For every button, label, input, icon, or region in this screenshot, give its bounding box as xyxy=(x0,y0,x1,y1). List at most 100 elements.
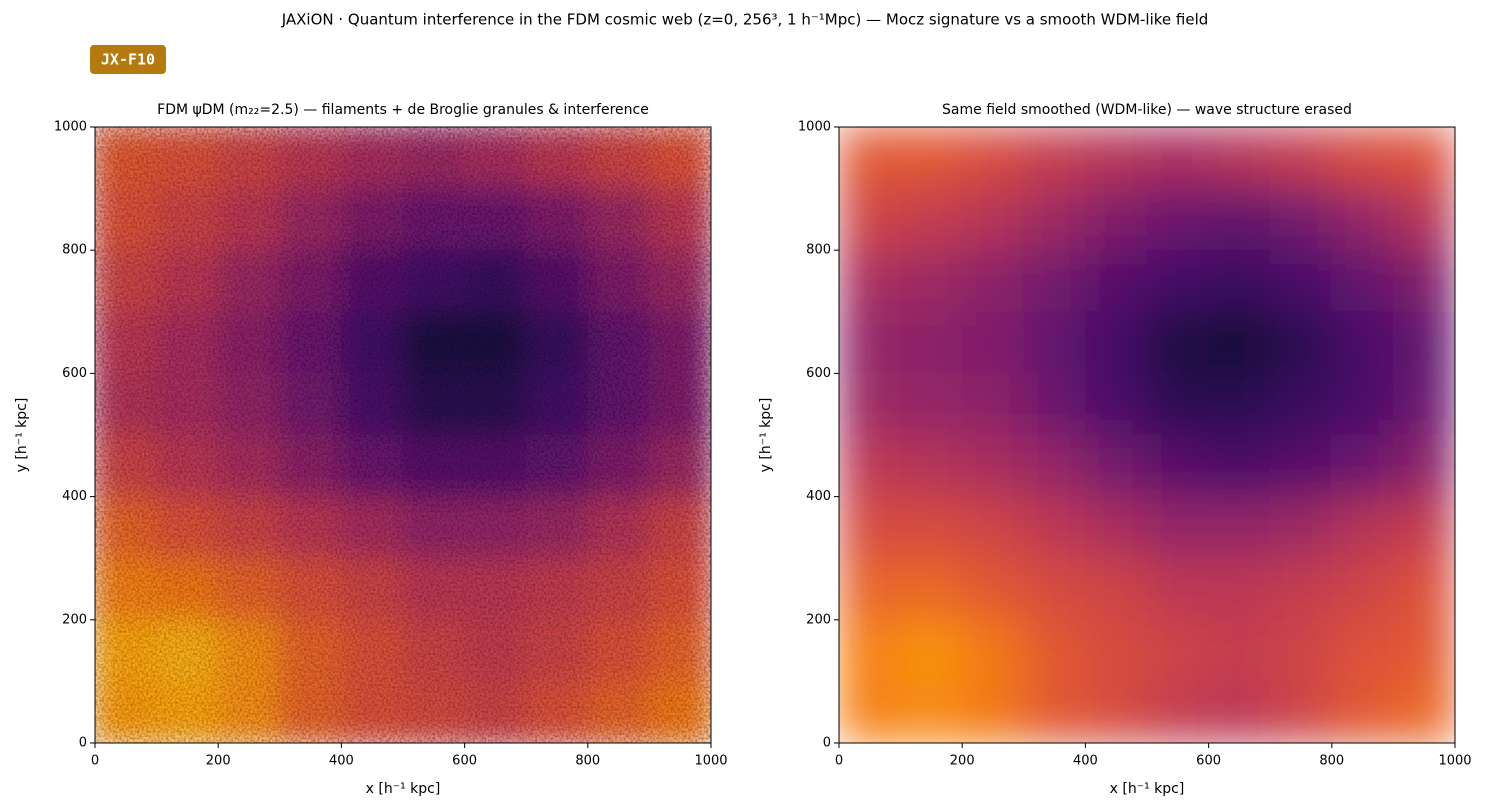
cell xyxy=(156,188,219,251)
cell xyxy=(1084,372,1148,436)
cell xyxy=(1331,680,1394,743)
cell xyxy=(402,249,466,313)
cell xyxy=(648,434,711,498)
cell xyxy=(900,249,963,313)
cell xyxy=(1084,188,1148,251)
cell xyxy=(525,557,589,621)
cell xyxy=(587,680,650,743)
cell xyxy=(402,311,466,374)
cell xyxy=(1146,680,1210,743)
cell xyxy=(1084,619,1148,682)
cell xyxy=(900,434,963,498)
cell xyxy=(95,434,158,498)
cell xyxy=(464,434,527,498)
y-tick-label: 0 xyxy=(79,736,87,751)
cell xyxy=(525,680,589,743)
cell xyxy=(900,127,963,190)
axes-frame xyxy=(94,126,712,744)
cell xyxy=(1023,557,1086,621)
cell xyxy=(1146,372,1210,436)
cell xyxy=(1208,372,1271,436)
cell xyxy=(279,496,342,559)
badge-bg xyxy=(90,45,166,74)
cell xyxy=(839,372,902,436)
y-tick-label: 1000 xyxy=(54,120,87,135)
cell xyxy=(1208,496,1271,559)
panel-title: FDM ψDM (m₂₂=2.5) — filaments + de Brogl… xyxy=(157,102,649,118)
cell xyxy=(1331,619,1394,682)
cell xyxy=(1392,619,1455,682)
cell xyxy=(156,434,219,498)
cell xyxy=(217,249,281,313)
cell xyxy=(1208,249,1271,313)
x-tick-label: 600 xyxy=(1196,754,1221,769)
cell xyxy=(464,680,527,743)
cell xyxy=(1023,496,1086,559)
cell xyxy=(340,434,404,498)
cell xyxy=(839,619,902,682)
cell xyxy=(587,249,650,313)
x-tick-label: 600 xyxy=(452,754,477,769)
cell xyxy=(402,372,466,436)
cell xyxy=(1146,496,1210,559)
cell xyxy=(1331,434,1394,498)
cell xyxy=(961,188,1025,251)
cell xyxy=(1084,311,1148,374)
cell xyxy=(1331,249,1394,313)
y-tick-label: 600 xyxy=(806,366,831,381)
cell xyxy=(648,372,711,436)
cell xyxy=(279,372,342,436)
cell xyxy=(587,619,650,682)
cell xyxy=(1392,188,1455,251)
cell xyxy=(95,311,158,374)
cell xyxy=(1331,557,1394,621)
cell xyxy=(156,311,219,374)
cell xyxy=(1146,311,1210,374)
x-axis-label: x [h⁻¹ kpc] xyxy=(366,781,441,797)
cell xyxy=(1269,496,1333,559)
cell xyxy=(961,680,1025,743)
cell xyxy=(340,680,404,743)
cell xyxy=(1392,372,1455,436)
cell xyxy=(217,311,281,374)
cell xyxy=(525,127,589,190)
x-tick-label: 1000 xyxy=(1438,754,1471,769)
cell xyxy=(464,311,527,374)
cell xyxy=(587,496,650,559)
cell xyxy=(961,311,1025,374)
cell xyxy=(525,188,589,251)
cell xyxy=(1208,311,1271,374)
cell xyxy=(1331,372,1394,436)
cell xyxy=(1208,188,1271,251)
cell xyxy=(1146,619,1210,682)
cell xyxy=(217,188,281,251)
cell xyxy=(340,496,404,559)
cell xyxy=(95,496,158,559)
x-tick-label: 0 xyxy=(835,754,843,769)
cell xyxy=(1208,557,1271,621)
cell xyxy=(1023,434,1086,498)
cell xyxy=(1146,434,1210,498)
cell xyxy=(525,619,589,682)
cell xyxy=(1208,619,1271,682)
cell xyxy=(1084,496,1148,559)
x-tick-label: 200 xyxy=(206,754,231,769)
heatmap xyxy=(839,127,1455,743)
cell xyxy=(464,127,527,190)
cell xyxy=(1269,188,1333,251)
plot-area xyxy=(839,127,1455,743)
cell xyxy=(95,249,158,313)
cell xyxy=(1146,127,1210,190)
plot-area xyxy=(95,127,711,743)
cell xyxy=(340,311,404,374)
cell xyxy=(587,127,650,190)
cell xyxy=(961,557,1025,621)
cell xyxy=(402,557,466,621)
cell xyxy=(839,496,902,559)
x-axis-label: x [h⁻¹ kpc] xyxy=(1110,781,1185,797)
heatmap xyxy=(95,127,711,743)
cell xyxy=(156,496,219,559)
cell xyxy=(525,434,589,498)
cell xyxy=(279,188,342,251)
cell xyxy=(217,557,281,621)
